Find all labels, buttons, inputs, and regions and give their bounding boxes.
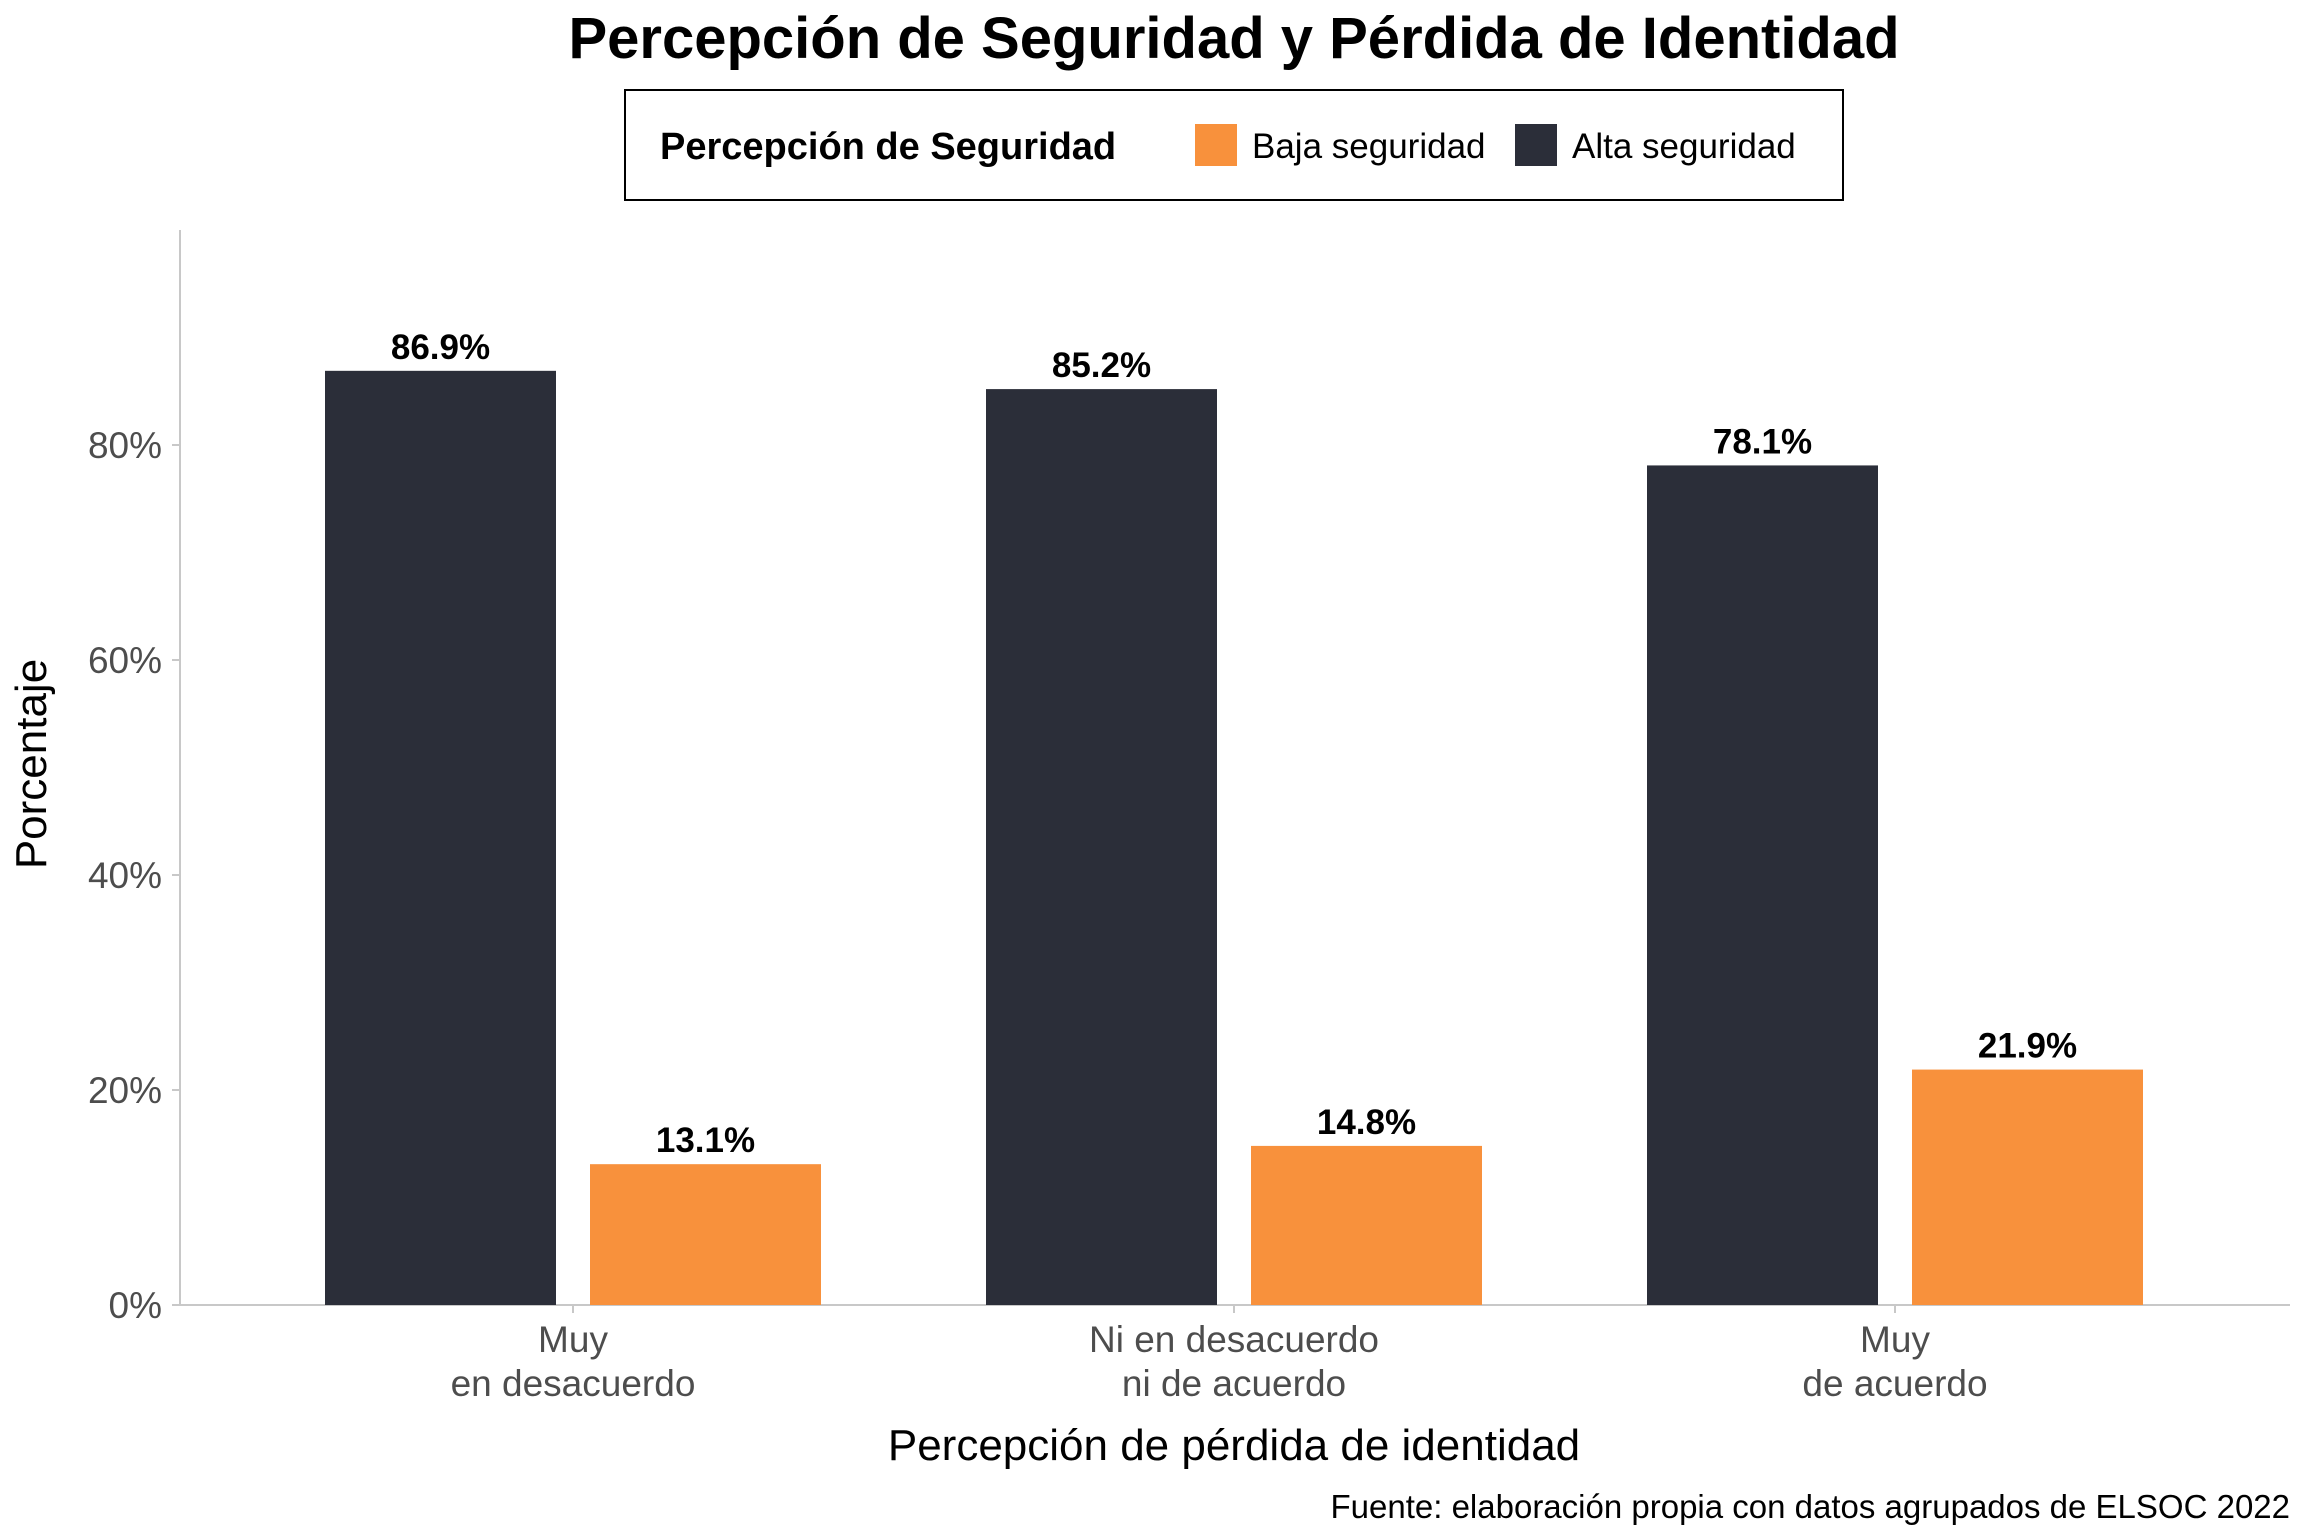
legend-swatch	[1515, 124, 1557, 166]
data-label: 78.1%	[1713, 422, 1812, 461]
source-caption: Fuente: elaboración propia con datos agr…	[1331, 1488, 2291, 1525]
chart-title: Percepción de Seguridad y Pérdida de Ide…	[568, 6, 1899, 71]
x-tick-label: Muy	[1860, 1319, 1930, 1360]
legend-label: Alta seguridad	[1572, 127, 1796, 166]
data-labels: 13.1% 14.8% 21.9% 86.9% 85.2% 78.1%	[391, 328, 2077, 1160]
x-tick-label: en desacuerdo	[451, 1363, 696, 1404]
y-axis-ticks: 0% 20% 40% 60% 80%	[88, 425, 180, 1326]
legend-label: Baja seguridad	[1252, 127, 1486, 166]
bar-alta-seguridad	[325, 370, 556, 1305]
bar-alta-seguridad	[1647, 465, 1878, 1305]
x-tick-label: ni de acuerdo	[1122, 1363, 1346, 1404]
x-tick-label: Muy	[538, 1319, 608, 1360]
y-tick-label: 40%	[88, 855, 162, 896]
bar-baja-seguridad	[590, 1164, 821, 1305]
data-label: 86.9%	[391, 328, 490, 367]
data-label: 85.2%	[1052, 346, 1151, 385]
x-tick-label: Ni en desacuerdo	[1089, 1319, 1379, 1360]
y-tick-label: 0%	[109, 1285, 162, 1326]
legend-title: Percepción de Seguridad	[660, 126, 1116, 168]
bars	[325, 370, 2143, 1306]
bar-alta-seguridad	[986, 389, 1217, 1306]
data-label: 13.1%	[656, 1121, 755, 1160]
y-axis-title: Porcentaje	[7, 659, 56, 869]
bar-baja-seguridad	[1251, 1145, 1482, 1305]
y-tick-label: 20%	[88, 1070, 162, 1111]
data-label: 14.8%	[1317, 1103, 1416, 1142]
legend-swatch	[1195, 124, 1237, 166]
x-axis-title: Percepción de pérdida de identidad	[888, 1421, 1580, 1470]
x-tick-label: de acuerdo	[1802, 1363, 1987, 1404]
data-label: 21.9%	[1978, 1027, 2077, 1066]
y-tick-label: 80%	[88, 425, 162, 466]
legend: Percepción de Seguridad Baja seguridad Alt…	[660, 124, 1796, 168]
y-tick-label: 60%	[88, 640, 162, 681]
bar-baja-seguridad	[1912, 1069, 2143, 1305]
